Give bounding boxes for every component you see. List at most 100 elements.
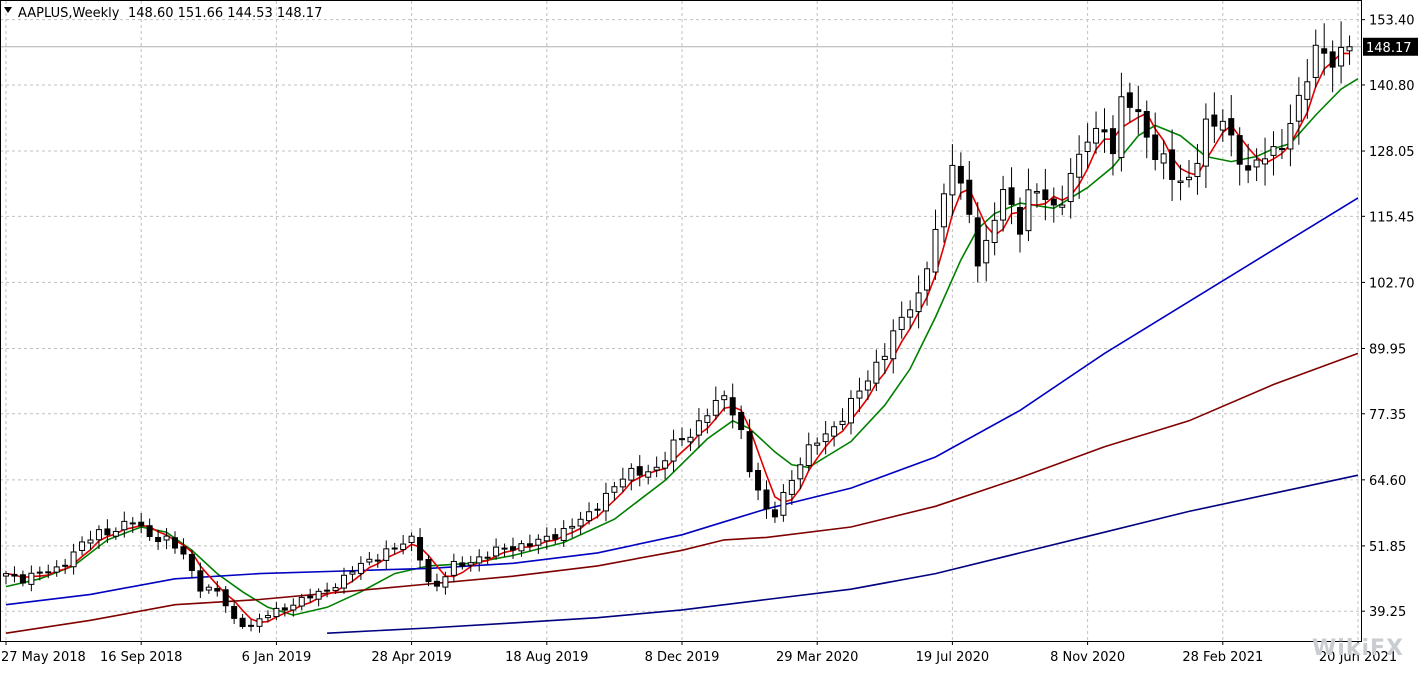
candle-body-down <box>214 588 221 592</box>
y-tick-label: 39.25 <box>1369 605 1406 620</box>
candle-body-down <box>307 595 314 599</box>
candle-body-up <box>248 624 255 627</box>
candle-body-up <box>1033 190 1040 194</box>
candle-body-up <box>662 460 669 469</box>
candle-body-up <box>121 520 128 531</box>
candle <box>586 502 593 525</box>
candle-body-down <box>636 466 643 476</box>
y-tick-label: 89.95 <box>1369 342 1406 357</box>
y-tick-label: 128.05 <box>1369 145 1415 160</box>
candle <box>856 377 863 413</box>
candle <box>831 421 838 447</box>
candle <box>1169 129 1176 201</box>
candle-body-down <box>1245 165 1252 171</box>
candle <box>932 209 939 280</box>
candle <box>966 161 973 224</box>
candle <box>357 556 364 581</box>
candle-body-up <box>670 439 677 462</box>
candle-body-down <box>746 431 753 473</box>
candle-body-down <box>197 570 204 592</box>
candle-body-down <box>1278 148 1285 151</box>
candle <box>645 464 652 485</box>
candle-body-up <box>1084 141 1091 152</box>
candle-body-up <box>45 571 52 574</box>
candle <box>890 319 897 374</box>
candle-body-down <box>738 412 745 431</box>
candle-body-down <box>222 589 229 607</box>
y-tick-label: 115.45 <box>1369 210 1415 225</box>
candle <box>1338 21 1345 84</box>
candle-body-down <box>1135 109 1142 113</box>
candle <box>602 482 609 522</box>
candle <box>45 564 52 579</box>
x-tick-label: 18 Aug 2019 <box>505 650 588 665</box>
candle <box>1219 109 1226 142</box>
candle-body-up <box>476 556 483 564</box>
candle-body-down <box>771 509 778 518</box>
candle-body-down <box>1152 134 1159 160</box>
candle <box>121 511 128 538</box>
candle-body-down <box>1236 135 1243 165</box>
candle <box>746 419 753 478</box>
candle <box>755 462 762 501</box>
candle <box>341 567 347 594</box>
candle <box>298 593 305 611</box>
candle-body-up <box>341 574 347 589</box>
candle-body-down <box>1228 118 1235 136</box>
candle-body-down <box>1143 111 1150 138</box>
candle <box>332 583 339 594</box>
dropdown-triangle-icon[interactable] <box>4 7 12 13</box>
candle-body-down <box>417 537 424 561</box>
candle-body-up <box>619 478 626 488</box>
candle <box>670 429 677 473</box>
candle <box>467 555 474 572</box>
candle <box>1304 59 1311 119</box>
candle-body-up <box>53 566 60 573</box>
candle <box>1312 29 1319 88</box>
candle-body-up <box>924 268 931 291</box>
candle <box>146 518 153 541</box>
candle <box>1329 40 1336 93</box>
candle-body-up <box>712 399 719 416</box>
candle-body-up <box>1194 162 1201 178</box>
candle-body-up <box>991 219 998 243</box>
candle-body-up <box>349 571 356 575</box>
candle-body-up <box>611 486 618 493</box>
candle-body-down <box>1329 51 1336 68</box>
candle <box>501 543 508 557</box>
candle <box>738 405 745 440</box>
candle-body-down <box>138 521 145 527</box>
candle-body-up <box>805 444 812 467</box>
candle-body-up <box>560 528 567 541</box>
candle-body-up <box>1000 189 1007 221</box>
candle <box>155 529 162 550</box>
candle <box>881 343 888 375</box>
candle-body-up <box>315 590 322 600</box>
candle <box>256 613 263 633</box>
candle-body-up <box>822 433 829 443</box>
candle-body-up <box>273 607 280 618</box>
candle <box>805 432 812 471</box>
candle <box>53 560 60 577</box>
plot-frame <box>0 0 1362 642</box>
candle-body-up <box>940 193 947 228</box>
candle <box>577 511 584 535</box>
candle <box>11 566 18 583</box>
candle-body-up <box>543 535 550 542</box>
candle <box>704 408 711 434</box>
candle-body-down <box>391 547 398 550</box>
candle-body-up <box>856 390 863 399</box>
candle-body-up <box>602 492 609 512</box>
candle <box>138 513 145 534</box>
candle <box>1109 115 1116 176</box>
candle-body-up <box>873 361 880 384</box>
candle <box>543 527 550 550</box>
candle <box>695 408 702 448</box>
candle-body-up <box>112 530 119 537</box>
candle <box>907 300 914 329</box>
y-tick-label: 153.40 <box>1369 14 1415 29</box>
candle <box>1295 77 1302 145</box>
candle-body-up <box>62 564 69 567</box>
